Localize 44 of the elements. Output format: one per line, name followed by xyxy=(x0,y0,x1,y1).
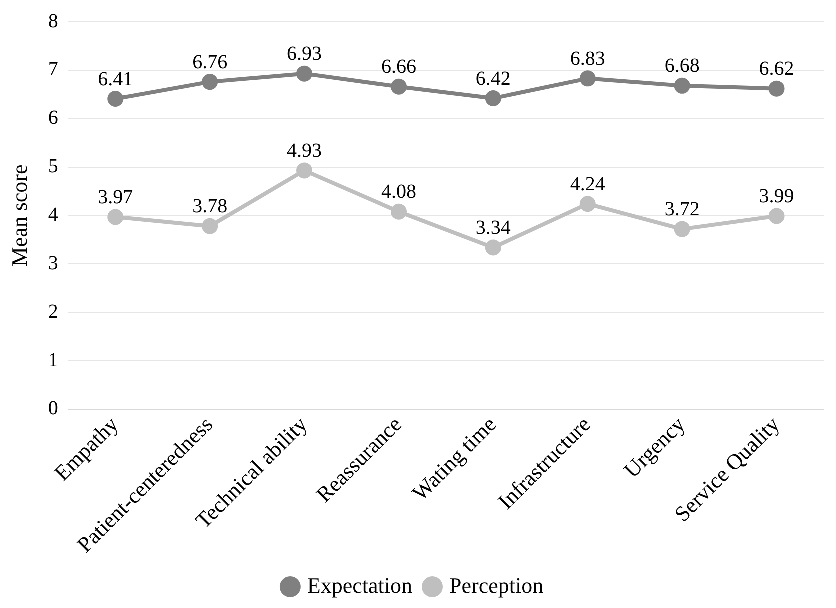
y-tick-label: 1 xyxy=(48,349,58,372)
data-label: 6.83 xyxy=(570,48,606,70)
point xyxy=(296,162,313,179)
legend-label: Expectation xyxy=(307,572,413,598)
y-tick-label: 4 xyxy=(48,204,58,226)
y-tick-label: 5 xyxy=(48,156,58,178)
point xyxy=(108,209,124,226)
data-label: 6.76 xyxy=(192,51,228,74)
data-label: 3.99 xyxy=(759,185,794,208)
data-label: 3.78 xyxy=(192,196,228,218)
y-tick-label: 8 xyxy=(48,10,58,32)
y-tick-label: 0 xyxy=(48,398,58,420)
data-label: 4.24 xyxy=(570,173,606,196)
point xyxy=(674,78,690,94)
point xyxy=(580,196,596,212)
data-label: 3.34 xyxy=(476,216,511,239)
data-label: 6.68 xyxy=(664,55,700,78)
data-label: 6.42 xyxy=(476,68,511,90)
y-tick-label: 6 xyxy=(48,107,58,130)
point xyxy=(768,208,785,224)
data-label: 6.66 xyxy=(381,56,416,78)
y-tick-label: 2 xyxy=(48,300,58,323)
point xyxy=(390,204,407,220)
data-label: 6.41 xyxy=(98,68,134,90)
data-label: 6.62 xyxy=(759,58,794,80)
point xyxy=(485,90,502,107)
data-label: 4.93 xyxy=(287,140,322,162)
point xyxy=(202,74,218,90)
y-tick-label: 7 xyxy=(48,58,58,81)
point xyxy=(674,221,690,238)
data-label: 6.93 xyxy=(287,43,322,66)
point xyxy=(485,240,502,256)
point xyxy=(296,66,313,82)
point xyxy=(202,218,218,234)
legend-label: Perception xyxy=(449,572,544,598)
point xyxy=(768,80,785,97)
y-tick-label: 3 xyxy=(48,252,58,274)
data-label: 4.08 xyxy=(381,181,416,204)
y-axis-title: Mean score xyxy=(6,164,32,267)
data-label: 3.72 xyxy=(664,198,700,221)
data-label: 3.97 xyxy=(98,186,134,208)
point xyxy=(108,91,124,108)
point xyxy=(580,70,596,87)
point xyxy=(390,78,407,95)
